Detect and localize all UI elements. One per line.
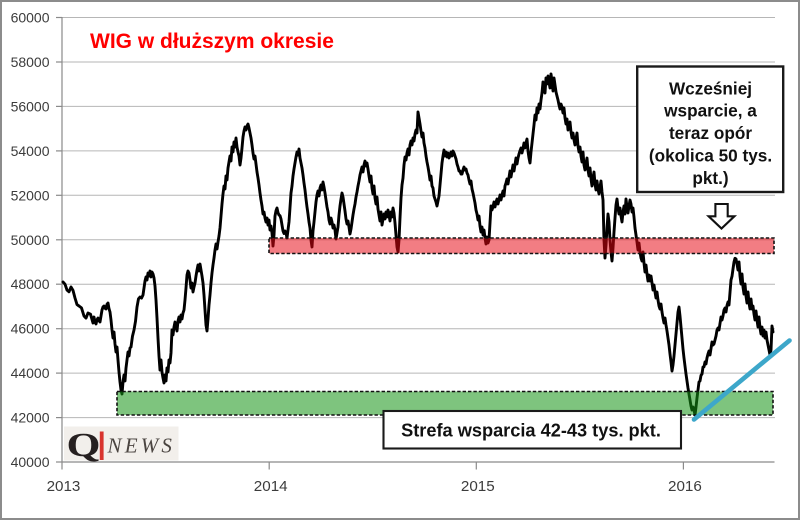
svg-text:WIG w dłuższym okresie: WIG w dłuższym okresie xyxy=(90,30,334,53)
svg-text:(okolica 50 tys.: (okolica 50 tys. xyxy=(649,145,772,165)
svg-text:44000: 44000 xyxy=(11,365,50,381)
svg-text:58000: 58000 xyxy=(11,54,50,70)
svg-text:60000: 60000 xyxy=(11,10,50,26)
svg-text:2013: 2013 xyxy=(47,478,81,495)
svg-text:54000: 54000 xyxy=(11,143,50,159)
svg-text:Wcześniej: Wcześniej xyxy=(669,78,752,98)
svg-text:40000: 40000 xyxy=(11,454,50,470)
svg-text:2016: 2016 xyxy=(668,478,702,495)
svg-text:56000: 56000 xyxy=(11,98,50,114)
svg-text:wsparcie, a: wsparcie, a xyxy=(663,101,757,121)
svg-text:48000: 48000 xyxy=(11,276,50,292)
svg-text:NEWS: NEWS xyxy=(107,434,176,458)
svg-text:teraz opór: teraz opór xyxy=(669,123,752,143)
svg-text:52000: 52000 xyxy=(11,187,50,203)
svg-text:2015: 2015 xyxy=(461,478,495,495)
svg-text:42000: 42000 xyxy=(11,410,50,426)
svg-text:50000: 50000 xyxy=(11,232,50,248)
svg-text:Strefa wsparcia 42-43 tys. pkt: Strefa wsparcia 42-43 tys. pkt. xyxy=(401,421,661,441)
svg-text:Q: Q xyxy=(67,427,101,464)
svg-text:pkt.): pkt.) xyxy=(692,168,728,188)
svg-text:2014: 2014 xyxy=(254,478,288,495)
svg-text:46000: 46000 xyxy=(11,321,50,337)
